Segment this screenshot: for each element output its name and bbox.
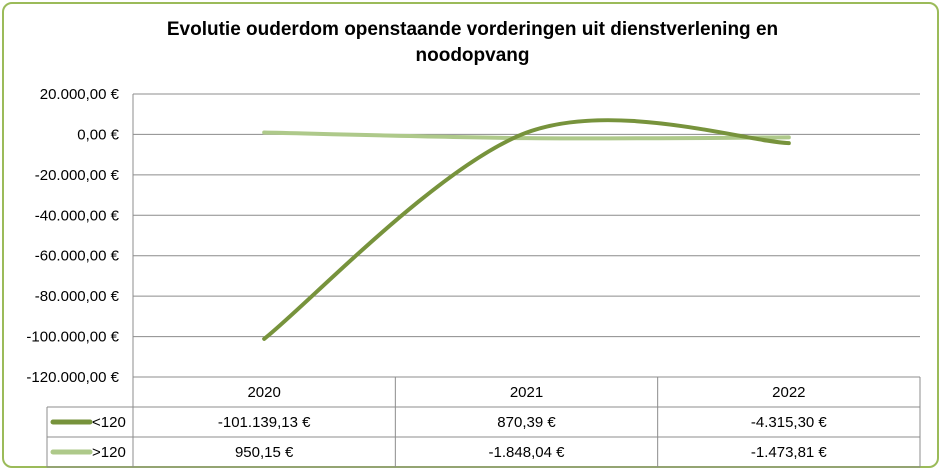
- y-tick-label: 0,00 €: [77, 126, 119, 143]
- data-table: 2020 2021 2022 <120 -101.139,13 € 870,39 € -4.…: [46, 376, 921, 468]
- series-line: [262, 130, 791, 141]
- chart-frame: [2, 2, 939, 468]
- data-label: -4.315,30 €: [751, 414, 828, 431]
- data-label: 950,15 €: [235, 444, 294, 461]
- category-label: 2020: [247, 384, 280, 401]
- chart-title: Evolutie ouderdom openstaande vorderinge…: [166, 19, 779, 66]
- series-name: >120: [92, 444, 126, 461]
- y-tick-label: -60.000,00 €: [35, 248, 120, 265]
- series-lines: [262, 118, 791, 341]
- y-tick-label: -120.000,00 €: [26, 369, 119, 386]
- y-tick-label: -20.000,00 €: [35, 167, 120, 184]
- y-tick-label: -40.000,00 €: [35, 207, 120, 224]
- y-tick-label: 20.000,00 €: [40, 86, 120, 103]
- data-label: -1.848,04 €: [489, 444, 566, 461]
- series-line: [262, 118, 791, 341]
- y-tick-label: -80.000,00 €: [35, 288, 120, 305]
- category-label: 2021: [510, 384, 543, 401]
- y-tick-label: -100.000,00 €: [26, 329, 119, 346]
- y-axis-ticks: 20.000,00 € 0,00 € -20.000,00 € -40.000,00 …: [26, 86, 119, 386]
- data-label: -101.139,13 €: [218, 414, 311, 431]
- data-label: 870,39 €: [497, 414, 556, 431]
- series-name: <120: [92, 414, 126, 431]
- category-label: 2022: [772, 384, 805, 401]
- data-label: -1.473,81 €: [751, 444, 828, 461]
